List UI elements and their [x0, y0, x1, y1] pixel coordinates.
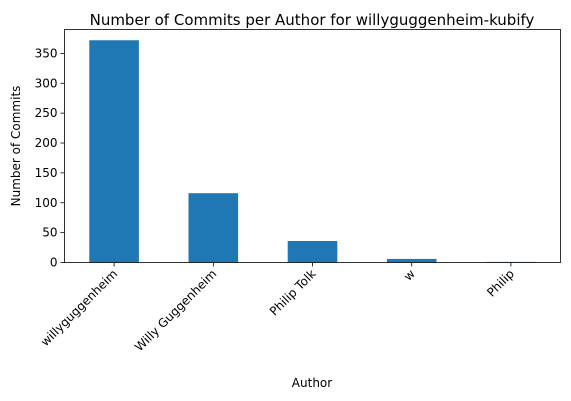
y-tick-label-0: 0 — [50, 256, 58, 270]
bar-2 — [287, 240, 338, 263]
bar-1 — [188, 193, 239, 263]
y-tick-label-1: 50 — [42, 226, 57, 240]
y-tick-label-2: 100 — [35, 196, 58, 210]
chart-title: Number of Commits per Author for willygu… — [90, 11, 535, 29]
y-axis-label: Number of Commits — [9, 86, 23, 207]
y-tick-label-3: 150 — [35, 166, 58, 180]
y-tick-label-5: 250 — [35, 106, 58, 120]
x-tick-label-0: willyguggenheim — [38, 267, 120, 349]
x-tick-label-2: Philip Tolk — [267, 267, 319, 319]
y-tick-label-6: 300 — [35, 76, 58, 90]
y-tick-label-4: 200 — [35, 136, 58, 150]
bar-3 — [386, 258, 437, 263]
y-axis-ticks: 0 50 100 150 200 250 300 350 — [35, 46, 65, 270]
x-axis-label: Author — [292, 376, 332, 390]
x-tick-label-4: Philip — [484, 267, 517, 300]
bar-0 — [89, 40, 139, 263]
x-tick-label-1: Willy Guggenheim — [132, 267, 219, 354]
bars-group — [89, 40, 536, 263]
x-axis-ticks: willyguggenheim Willy Guggenheim Philip To… — [38, 262, 517, 354]
y-tick-label-7: 350 — [35, 46, 58, 60]
x-tick-label-3: w — [401, 267, 418, 284]
plot-frame — [64, 29, 561, 263]
